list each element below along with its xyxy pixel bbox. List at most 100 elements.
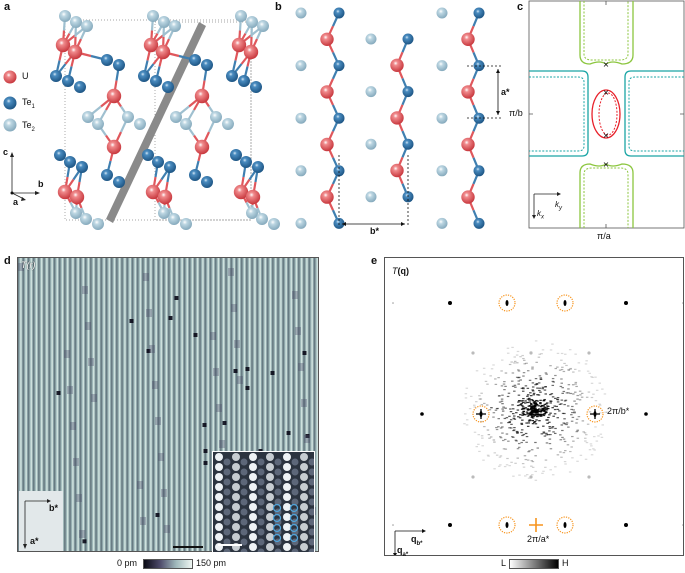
noise (576, 419, 579, 420)
defect-shadow (158, 453, 164, 461)
atom-spot-dim (258, 529, 265, 536)
atom-spot (283, 533, 291, 541)
noise (551, 427, 554, 428)
noise (513, 391, 516, 392)
noise (478, 451, 481, 452)
noise (531, 399, 534, 400)
noise (560, 378, 563, 379)
noise (552, 385, 555, 386)
noise (531, 368, 534, 369)
cdw-peak (506, 522, 509, 528)
te2-atom (437, 8, 448, 19)
noise (567, 405, 570, 406)
noise (493, 468, 496, 469)
noise (539, 388, 542, 389)
inset-scale-bar (218, 544, 242, 546)
te2-atom (222, 118, 234, 130)
atom-spot-dim (224, 479, 231, 486)
noise (560, 386, 563, 387)
noise (569, 349, 572, 350)
noise (517, 409, 520, 410)
atom-spot (215, 533, 223, 541)
atom-spot-dim (292, 479, 299, 486)
te1-atom (162, 81, 174, 93)
u-atom (461, 85, 474, 98)
noise (544, 413, 547, 414)
noise (536, 404, 539, 405)
noise (581, 393, 584, 394)
atom-spot (249, 543, 257, 551)
noise (504, 439, 507, 440)
noise (553, 405, 556, 406)
atom-spot (266, 483, 274, 491)
noise (563, 439, 566, 440)
noise (520, 442, 523, 443)
atom-spot-dim (241, 549, 248, 553)
te1-atom (74, 81, 86, 93)
green-band-solid (580, 1, 633, 64)
noise (508, 416, 511, 417)
noise (552, 474, 555, 475)
noise (505, 372, 508, 373)
noise (532, 390, 535, 391)
atom-spot (266, 543, 274, 551)
noise (531, 417, 534, 418)
noise (551, 393, 554, 394)
noise (569, 451, 572, 452)
noise (518, 377, 521, 378)
defect-shadow (73, 458, 79, 466)
noise (466, 424, 469, 425)
noise (516, 362, 519, 363)
noise (495, 384, 498, 385)
noise (561, 430, 564, 431)
te2-atom (437, 113, 448, 124)
q-a-star-axis-label: qa* (397, 545, 408, 558)
atom-spot-dim (275, 549, 282, 553)
u-atom (56, 38, 70, 52)
b-star-label: b* (370, 226, 379, 236)
noise (532, 461, 535, 462)
noise (592, 394, 595, 395)
colorbar-d (143, 559, 193, 569)
noise (556, 417, 559, 418)
atom-spot-dim (258, 539, 265, 546)
te2-atom (268, 218, 280, 230)
te1-atom (152, 156, 164, 168)
noise (575, 422, 578, 423)
noise (501, 399, 504, 400)
defect-shadow (298, 363, 304, 371)
noise (521, 420, 524, 421)
noise (474, 432, 477, 433)
noise (486, 384, 489, 385)
noise (523, 360, 526, 361)
noise (549, 365, 552, 366)
noise (535, 362, 538, 363)
noise (535, 423, 538, 424)
noise (517, 448, 520, 449)
noise (576, 399, 579, 400)
atom-spot-dim (309, 479, 315, 486)
panel-a-unit-cell (4, 10, 281, 230)
noise (531, 367, 534, 368)
u-atom (107, 89, 121, 103)
atom-spot (249, 493, 257, 501)
noise (527, 451, 530, 452)
bragg-peak (392, 524, 394, 526)
noise (506, 458, 509, 459)
noise (544, 389, 547, 390)
noise (521, 409, 524, 410)
atom-spot (300, 483, 308, 491)
te1-atom (189, 54, 201, 66)
defect (169, 316, 173, 320)
noise (554, 398, 557, 399)
noise (554, 409, 557, 410)
noise (551, 407, 554, 408)
atom-spot (283, 523, 291, 531)
axis-arrows (12, 156, 36, 199)
te2-atom (235, 10, 247, 22)
atom-spot-dim (258, 489, 265, 496)
atom-spot (300, 473, 308, 481)
noise (488, 438, 491, 439)
noise (500, 370, 503, 371)
u-atom (461, 138, 474, 151)
